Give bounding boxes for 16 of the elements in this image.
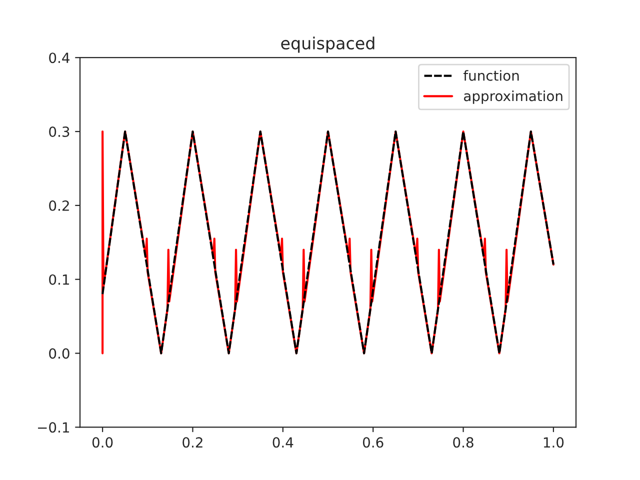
chart-title: equispaced [281, 36, 374, 53]
x-tick-label: 0.6 [362, 437, 384, 448]
x-tick-label: 0.4 [272, 437, 294, 448]
y-tick-label: 0.1 [49, 274, 69, 285]
x-tick-label: 1.0 [544, 437, 564, 448]
y-tick-label: 0.0 [49, 348, 70, 359]
line-series [102, 130, 554, 354]
x-tick-label: 0.0 [92, 437, 113, 448]
legend-label: approximation [464, 90, 562, 104]
y-tick-label: 0.4 [49, 52, 70, 64]
legend-label: function [463, 70, 519, 81]
x-tick-label: 0.2 [182, 437, 202, 448]
y-tick-label: 0.3 [49, 126, 70, 137]
x-tick-label: 0.8 [453, 437, 474, 448]
y-tick-label: 0.2 [49, 200, 69, 211]
y-tick-label: −0.1 [38, 422, 69, 433]
